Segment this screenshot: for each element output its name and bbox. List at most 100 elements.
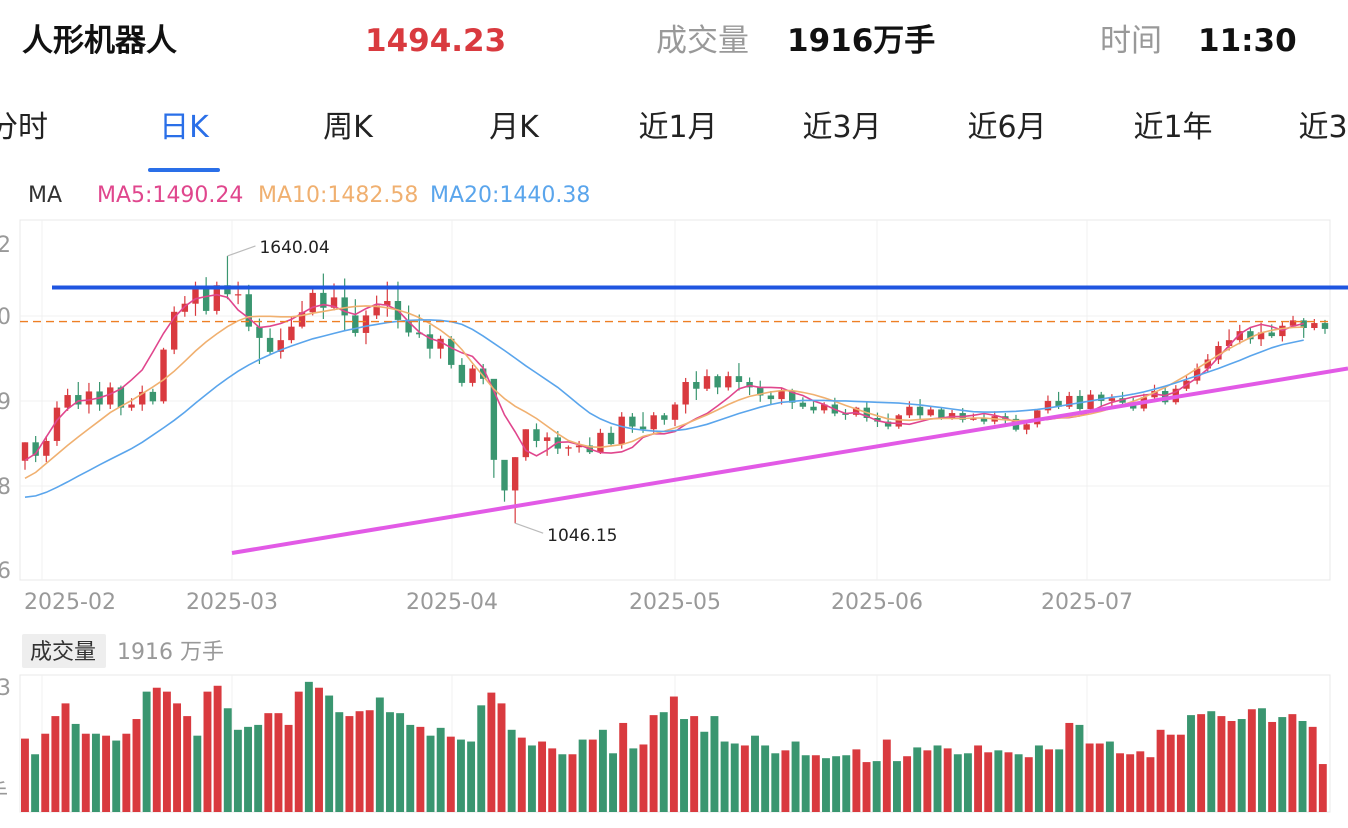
candle-body [1193,368,1201,381]
candle-body [490,378,498,460]
volume-bar [517,737,526,812]
candle [490,378,498,478]
candle-body [1321,323,1329,329]
candle [1215,341,1222,364]
tab-3-months[interactable]: 近3月 [802,110,882,145]
tab-monthly-k[interactable]: 月K [489,110,539,145]
candle-body [714,376,721,388]
trend-lines [20,285,1348,555]
volume-bar [457,739,465,812]
tab-1-month[interactable]: 近1月 [638,110,718,145]
tab-weekly-k[interactable]: 周K [323,110,373,145]
candle-body [181,303,189,312]
y-ticks: 2 0 9 8 6 3 手 [0,233,11,806]
candle-body [469,368,476,383]
candle [714,374,721,395]
volume-bar [1268,721,1277,812]
candle [21,442,29,470]
volume-y-tick-label: 手 [0,781,8,806]
candle [927,406,934,417]
annotation-low: 1046.15 [514,522,617,546]
candle-body [256,326,263,338]
volume-bar [21,738,29,812]
candle-body [533,429,540,441]
candle [629,413,636,433]
volume-bar [1034,745,1043,812]
candle-body [650,415,657,430]
candle-body [789,390,796,403]
time-label: 时间 [1100,23,1162,59]
volume-value: 1916万手 [787,23,936,59]
candle-body [213,285,220,311]
tab-1-year[interactable]: 近1年 [1133,110,1213,145]
volume-bar [406,724,415,812]
volume-title: 成交量 [30,640,96,665]
candle-body [682,382,689,405]
candle [767,391,775,405]
x-tick-label: 2025-06 [831,590,923,615]
volume-bar [548,748,557,812]
volume-bar [1075,724,1084,812]
candle-body [820,404,828,411]
candle [522,429,530,461]
candle [170,306,178,355]
y-tick-label: 9 [0,390,11,415]
volume-bar [375,697,384,812]
candle-body [884,421,892,427]
volume-bar [974,745,983,812]
x-tick-label: 2025-07 [1041,590,1133,615]
volume-bar [811,755,820,812]
volume-bar [1105,741,1114,812]
candle [373,295,380,319]
candle-body [85,391,93,405]
candle-body [1204,359,1211,369]
candle-body [1257,332,1265,340]
volume-bar [102,735,111,812]
candle-body [448,338,455,365]
tab-daily-k[interactable]: 日K [159,110,209,145]
candle [224,256,231,300]
candle [533,423,540,448]
volume-bar [578,739,587,812]
candle-body [341,297,348,316]
candle-body [607,432,615,445]
tab-6-months[interactable]: 近6月 [967,110,1047,145]
candle-body [906,406,913,416]
volume-bar [619,722,628,812]
y-tick-label: 0 [0,305,11,330]
candle [1076,390,1084,411]
candle-body [139,391,146,405]
volume-bar [1298,720,1307,812]
volume-bar [203,691,212,812]
volume-bar [639,744,648,812]
tab-3-years[interactable]: 近3年 [1298,110,1348,145]
candle-body [874,418,881,422]
candle [735,363,743,391]
volume-bar [315,687,323,812]
volume-bar [680,719,688,812]
volume-bar [994,750,1003,812]
candle [1257,322,1265,346]
candle-body [938,409,945,418]
volume-bar [751,735,759,812]
tab-intraday[interactable]: 分时 [0,110,48,145]
candle-body [543,437,551,441]
volume-bar [335,712,344,812]
y-tick-label: 8 [0,475,11,500]
candle-body [703,376,711,389]
candle-body [352,315,359,333]
volume-bars [21,681,1327,812]
annotation-leader [514,522,544,534]
ma-tag[interactable]: MA [28,183,63,208]
candle [139,385,146,411]
candle-body [480,368,487,379]
volume-bar [477,705,486,812]
active-tab-indicator [148,168,220,172]
volume-bar [903,756,912,812]
candle-body [128,404,135,408]
volume-bar [507,729,516,812]
volume-bar [842,755,851,812]
candle [362,310,370,345]
volume-bar [274,713,283,812]
